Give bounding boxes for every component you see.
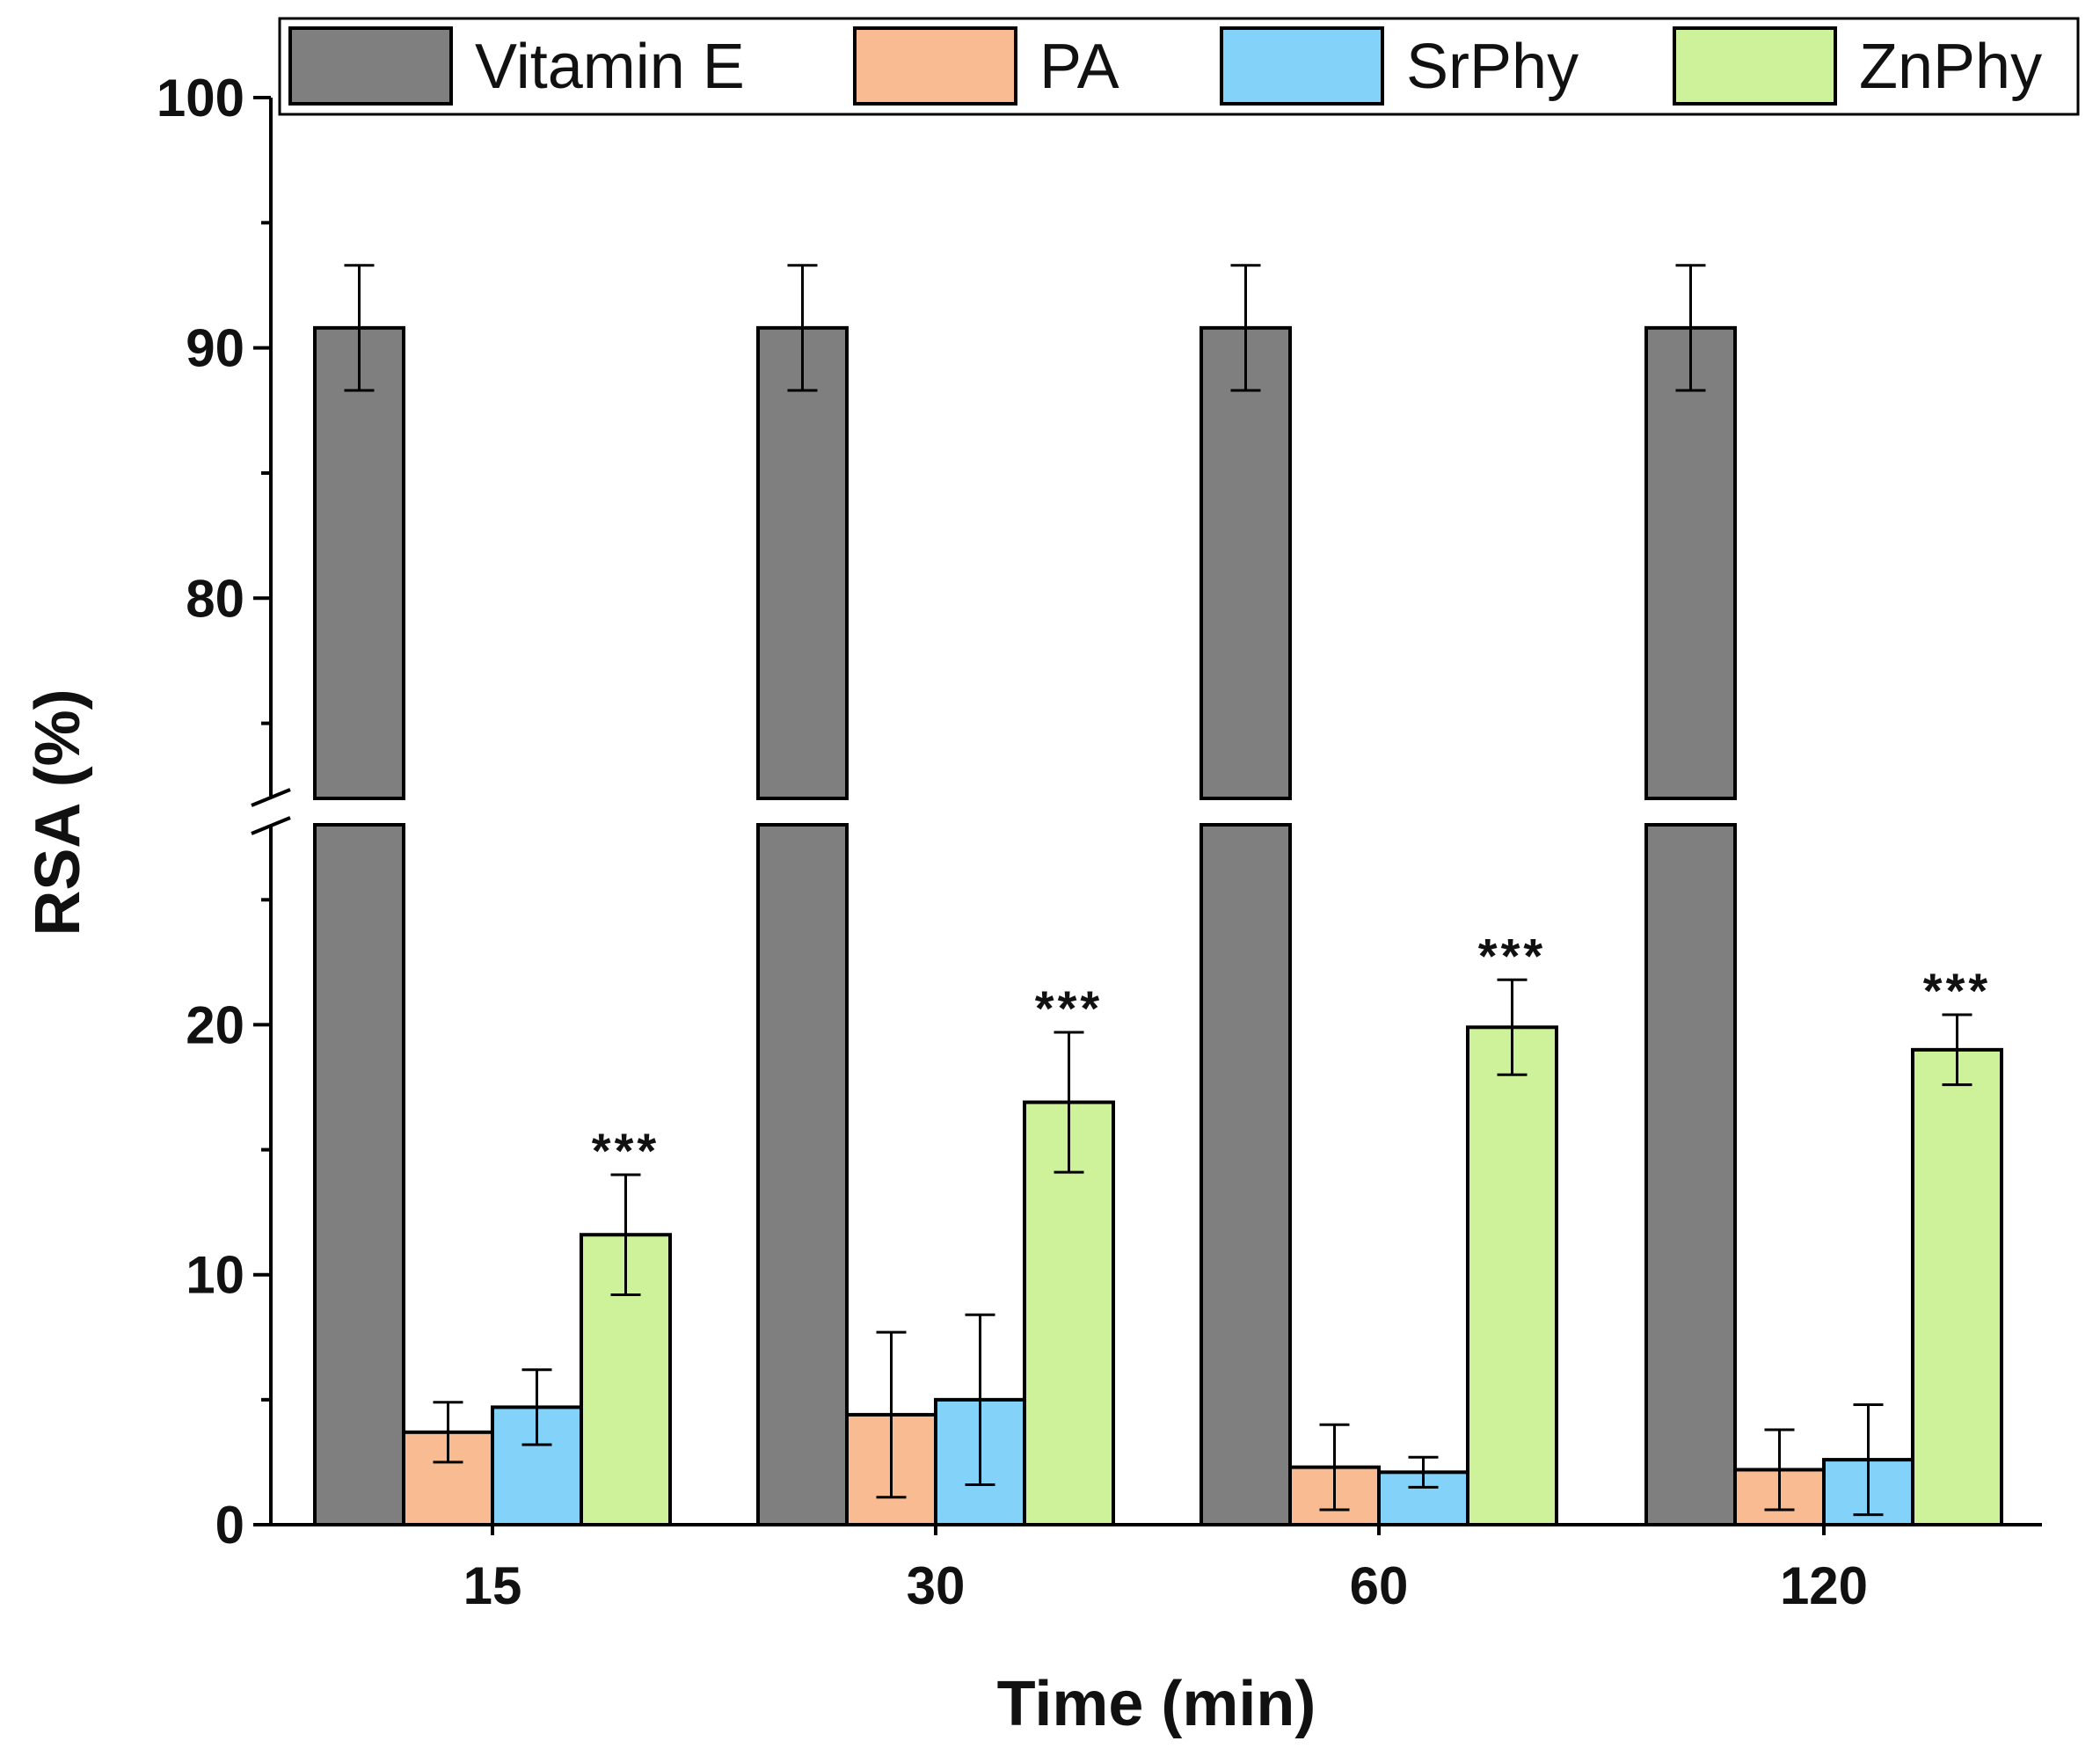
significance-label-120: ***	[1923, 963, 1991, 1018]
bar-znphy-60	[1466, 1025, 1558, 1527]
legend-label-vitamin-e: Vitamin E	[475, 32, 745, 102]
y-axis-title: RSA (%)	[23, 688, 93, 936]
x-tick-label-120: 120	[1780, 1556, 1868, 1615]
y-tick-label-10: 10	[186, 1246, 244, 1305]
legend-swatch-znphy	[1673, 26, 1837, 106]
x-tick-label-15: 15	[463, 1556, 522, 1615]
x-axis-title: Time (min)	[997, 1669, 1316, 1739]
y-tick-label-0: 0	[215, 1496, 244, 1555]
bar-vitamin-e-60-lower	[1199, 823, 1292, 1526]
x-tick-label-30: 30	[907, 1556, 966, 1615]
legend-swatch-pa	[853, 26, 1017, 106]
legend-swatch-srphy	[1220, 26, 1384, 106]
bar-vitamin-e-120-upper	[1644, 325, 1737, 801]
bar-vitamin-e-120-lower	[1644, 823, 1737, 1526]
significance-label-60: ***	[1478, 928, 1546, 983]
y-tick-label-80: 80	[186, 569, 244, 628]
y-tick-label-90: 90	[186, 319, 244, 378]
legend-label-znphy: ZnPhy	[1859, 32, 2042, 102]
bar-znphy-120	[1911, 1047, 2003, 1527]
significance-label-30: ***	[1035, 980, 1103, 1036]
bar-vitamin-e-60-upper	[1199, 325, 1292, 801]
y-tick-label-20: 20	[186, 995, 244, 1054]
x-tick-label-60: 60	[1350, 1556, 1409, 1615]
bar-vitamin-e-30-upper	[756, 325, 849, 801]
axis-break-mark-top	[251, 788, 291, 807]
y-tick-label-100: 100	[157, 69, 244, 127]
bar-vitamin-e-30-lower	[756, 823, 849, 1526]
axis-break-mark-bottom	[251, 816, 291, 835]
legend-label-pa: PA	[1039, 32, 1119, 102]
bar-vitamin-e-15-lower	[313, 823, 405, 1526]
bar-vitamin-e-15-upper	[313, 325, 405, 801]
legend-label-srphy: SrPhy	[1406, 32, 1579, 102]
legend-swatch-vitamin-e	[288, 26, 453, 106]
significance-label-15: ***	[592, 1123, 660, 1178]
